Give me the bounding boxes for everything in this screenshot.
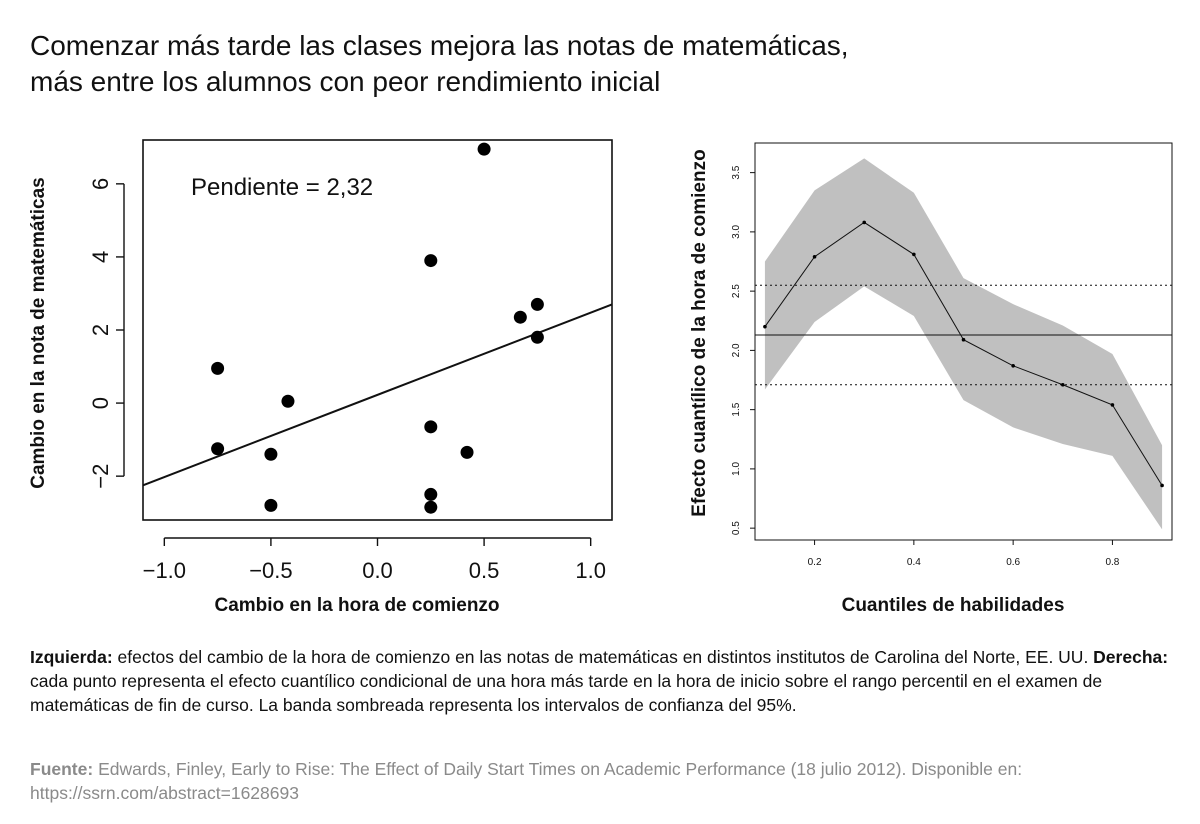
caption-right-label: Derecha: bbox=[1093, 647, 1169, 667]
left-y-axis-title: Cambio en la nota de matemáticas bbox=[28, 177, 49, 489]
scatter-point bbox=[281, 394, 295, 408]
title-line-1: Comenzar más tarde las clases mejora las… bbox=[30, 30, 849, 61]
right-x-tick-label: 0.2 bbox=[808, 557, 822, 568]
left-x-tick-label: 0.5 bbox=[469, 558, 500, 583]
left-x-tick-label: −0.5 bbox=[249, 558, 292, 583]
right-y-tick-label: 1.0 bbox=[731, 462, 742, 476]
left-x-tick-label: 1.0 bbox=[575, 558, 606, 583]
estimate-point bbox=[1011, 363, 1015, 368]
estimate-point bbox=[1160, 483, 1164, 488]
left-y-tick-label: 2 bbox=[88, 324, 113, 336]
caption-left-label: Izquierda: bbox=[30, 647, 113, 667]
title-line-2: más entre los alumnos con peor rendimien… bbox=[30, 66, 661, 97]
right-y-tick-label: 2.5 bbox=[731, 284, 742, 298]
estimate-point bbox=[763, 324, 767, 329]
estimate-point bbox=[1110, 403, 1115, 407]
left-x-tick-label: −1.0 bbox=[143, 558, 186, 583]
left-y-tick-label: 6 bbox=[88, 178, 113, 190]
right-y-tick-label: 0.5 bbox=[731, 521, 742, 535]
scatter-point bbox=[424, 420, 438, 434]
slope-annotation: Pendiente = 2,32 bbox=[191, 174, 373, 201]
scatter-point bbox=[460, 445, 474, 459]
left-x-tick-label: 0.0 bbox=[362, 558, 393, 583]
quantile-marks: 0.2 0.4 0.6 0.8 0.5 1.0 1.5 2.0 2.5 3.0 3.5 bbox=[731, 142, 1173, 568]
estimate-point bbox=[961, 337, 966, 342]
right-x-tick-label: 0.4 bbox=[907, 557, 921, 568]
scatter-point bbox=[477, 142, 491, 156]
estimate-point bbox=[1060, 382, 1065, 387]
scatter-point bbox=[530, 297, 544, 311]
right-x-axis-title: Cuantiles de habilidades bbox=[842, 595, 1065, 616]
right-y-tick-label: 3.5 bbox=[731, 165, 742, 179]
page-title: Comenzar más tarde las clases mejora las… bbox=[30, 28, 1170, 100]
scatter-point bbox=[424, 487, 438, 501]
scatter-point bbox=[264, 498, 278, 512]
left-x-axis-title: Cambio en la hora de comienzo bbox=[214, 595, 499, 616]
scatter-point bbox=[513, 310, 527, 324]
confidence-band bbox=[764, 158, 1163, 530]
right-y-axis-title: Efecto cuantílico de la hora de comienzo bbox=[689, 149, 710, 516]
estimate-point bbox=[912, 252, 916, 257]
caption-left-text: efectos del cambio de la hora de comienz… bbox=[112, 647, 1094, 667]
scatter-point bbox=[424, 254, 438, 268]
right-y-tick-label: 1.5 bbox=[731, 402, 742, 416]
left-plot-frame bbox=[142, 139, 613, 521]
source-label: Fuente: bbox=[30, 759, 94, 779]
estimate-point bbox=[812, 254, 817, 259]
figure-caption: Izquierda: efectos del cambio de la hora… bbox=[30, 645, 1170, 717]
scatter-point bbox=[211, 361, 225, 375]
scatter-point bbox=[264, 447, 278, 461]
right-y-tick-label: 2.0 bbox=[731, 343, 742, 357]
right-y-tick-label: 3.0 bbox=[731, 224, 742, 238]
scatter-point bbox=[211, 442, 225, 456]
source-text: Edwards, Finley, Early to Rise: The Effe… bbox=[30, 759, 1023, 803]
right-x-tick-label: 0.8 bbox=[1105, 557, 1119, 568]
left-y-tick-label: 4 bbox=[88, 251, 113, 263]
scatter-point bbox=[530, 330, 544, 344]
source-note: Fuente: Edwards, Finley, Early to Rise: … bbox=[30, 757, 1170, 805]
scatter-marks: −1.0 −0.5 0.0 0.5 1.0 −2 0 2 4 6 bbox=[88, 139, 613, 583]
right-plot-frame bbox=[754, 142, 1173, 541]
caption-right-text: cada punto representa el efecto cuantíli… bbox=[30, 671, 1103, 715]
left-y-tick-label: −2 bbox=[88, 464, 113, 489]
right-x-tick-label: 0.6 bbox=[1006, 557, 1020, 568]
scatter-point bbox=[424, 500, 438, 514]
estimate-point bbox=[862, 220, 867, 225]
left-y-tick-label: 0 bbox=[88, 397, 113, 409]
